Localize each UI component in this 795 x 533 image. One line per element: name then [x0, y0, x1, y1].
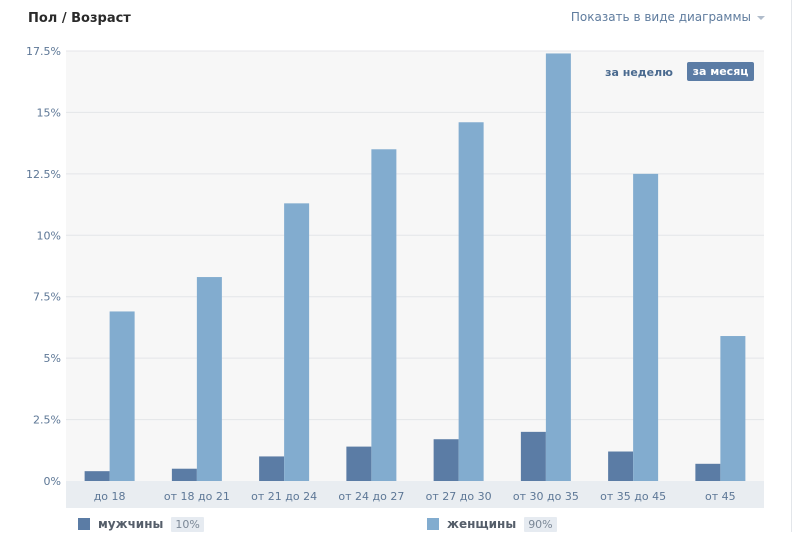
x-tick-label: от 30 до 35 — [513, 490, 579, 503]
bar-male[interactable] — [608, 451, 634, 481]
bar-female[interactable] — [633, 173, 659, 481]
bars — [84, 53, 746, 482]
bar-male[interactable] — [520, 431, 546, 481]
bar-male[interactable] — [171, 468, 197, 481]
x-tick-label: от 45 — [705, 490, 736, 503]
legend-swatch-male — [78, 518, 90, 530]
bar-male[interactable] — [346, 446, 372, 481]
bar-male[interactable] — [259, 456, 285, 481]
bar-female[interactable] — [720, 336, 746, 481]
panel-border — [791, 0, 792, 532]
legend-label-female: женщины — [447, 517, 517, 531]
view-toggle-label: Показать в виде диаграммы — [570, 10, 751, 24]
y-axis-ticks: 0% 2.5% 5% 7.5% 10% 12.5% 15% 17.5% — [26, 45, 61, 488]
y-tick-label: 10% — [37, 229, 61, 242]
legend-percent-female: 90% — [524, 516, 557, 532]
legend-item-female[interactable]: женщины 90% — [427, 515, 557, 533]
x-tick-label: от 21 до 24 — [251, 490, 317, 503]
bar-female[interactable] — [284, 203, 310, 482]
bar-female[interactable] — [109, 311, 135, 481]
x-tick-label: от 18 до 21 — [164, 490, 230, 503]
x-axis-ticks: до 18 от 18 до 21 от 21 до 24 от 24 до 27 от… — [94, 490, 736, 503]
x-tick-label: до 18 — [94, 490, 126, 503]
bar-male[interactable] — [433, 439, 459, 481]
y-tick-label: 7.5% — [33, 291, 61, 304]
page-title: Пол / Возраст — [28, 11, 131, 26]
legend-percent-male: 10% — [171, 516, 204, 532]
legend-swatch-female — [427, 518, 439, 530]
x-axis-band — [66, 481, 764, 508]
x-tick-label: от 24 до 27 — [338, 490, 404, 503]
y-tick-label: 12.5% — [26, 168, 61, 181]
legend-item-male[interactable]: мужчины 10% — [78, 515, 204, 533]
y-tick-label: 2.5% — [33, 414, 61, 427]
x-tick-label: от 35 до 45 — [600, 490, 666, 503]
bar-female[interactable] — [196, 277, 222, 481]
bar-female[interactable] — [371, 149, 397, 482]
bar-male[interactable] — [84, 471, 110, 481]
bar-male[interactable] — [695, 463, 721, 481]
bar-female[interactable] — [458, 122, 484, 481]
y-tick-label: 5% — [44, 352, 61, 365]
y-tick-label: 0% — [44, 475, 61, 488]
chevron-down-icon — [757, 16, 765, 20]
legend-label-male: мужчины — [98, 517, 164, 531]
plot-area-background — [66, 51, 764, 481]
y-tick-label: 17.5% — [26, 45, 61, 58]
bar-female[interactable] — [545, 53, 571, 481]
period-week-button[interactable]: за неделю — [605, 65, 673, 79]
period-month-button[interactable]: за месяц — [687, 62, 754, 81]
view-as-chart-toggle[interactable]: Показать в виде диаграммы — [571, 10, 765, 24]
x-tick-label: от 27 до 30 — [426, 490, 492, 503]
y-tick-label: 15% — [37, 106, 61, 119]
